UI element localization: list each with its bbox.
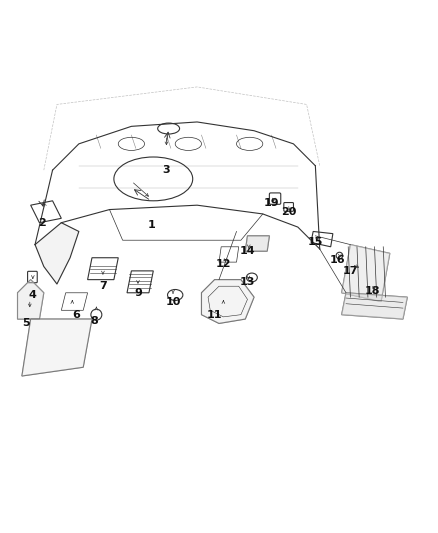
Polygon shape <box>342 245 390 302</box>
Text: 1: 1 <box>147 220 155 230</box>
Text: 11: 11 <box>207 310 223 320</box>
Text: 9: 9 <box>134 288 142 298</box>
Text: 15: 15 <box>307 237 323 247</box>
Text: 3: 3 <box>162 165 170 175</box>
Text: 12: 12 <box>215 260 231 269</box>
Polygon shape <box>201 280 254 324</box>
Text: 16: 16 <box>329 255 345 265</box>
Text: 7: 7 <box>99 281 107 291</box>
Text: 20: 20 <box>281 207 297 217</box>
Text: 19: 19 <box>264 198 279 208</box>
Text: 10: 10 <box>165 296 181 306</box>
Text: 13: 13 <box>240 277 255 287</box>
Polygon shape <box>342 293 407 319</box>
Text: 8: 8 <box>90 316 98 326</box>
Text: 5: 5 <box>22 318 30 328</box>
Polygon shape <box>35 223 79 284</box>
Text: 17: 17 <box>343 266 358 276</box>
Text: 18: 18 <box>364 286 380 296</box>
Text: 14: 14 <box>240 246 255 256</box>
Text: 6: 6 <box>73 310 81 320</box>
Polygon shape <box>245 236 269 251</box>
Polygon shape <box>22 319 92 376</box>
Text: 4: 4 <box>29 290 37 300</box>
Polygon shape <box>18 280 44 319</box>
Text: 2: 2 <box>38 217 46 228</box>
